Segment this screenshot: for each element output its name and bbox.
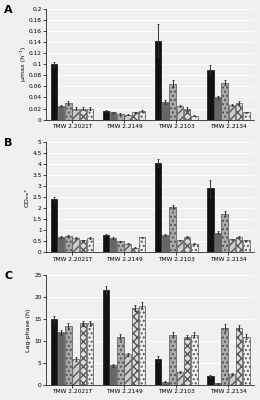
Bar	[191, 244, 198, 252]
Bar	[50, 64, 57, 120]
Bar	[191, 334, 198, 385]
Bar	[132, 248, 138, 252]
Bar	[169, 334, 176, 385]
Bar	[229, 105, 235, 120]
Text: C: C	[4, 270, 12, 280]
Bar	[65, 236, 72, 252]
Bar	[243, 240, 250, 252]
Bar	[236, 103, 243, 120]
Bar	[132, 308, 138, 385]
Bar	[139, 237, 145, 252]
Bar	[184, 237, 190, 252]
Bar	[155, 163, 161, 252]
Y-axis label: μmax (h⁻¹): μmax (h⁻¹)	[20, 47, 26, 82]
Bar	[207, 70, 213, 120]
Bar	[214, 98, 221, 120]
Bar	[87, 324, 93, 385]
Bar	[207, 376, 213, 385]
Bar	[103, 290, 109, 385]
Bar	[58, 332, 64, 385]
Bar	[125, 354, 131, 385]
Bar	[50, 319, 57, 385]
Text: A: A	[4, 5, 13, 15]
Bar	[65, 326, 72, 385]
Bar	[243, 112, 250, 120]
Bar	[139, 111, 145, 120]
Bar	[222, 82, 228, 120]
Bar	[132, 112, 138, 120]
Bar	[58, 237, 64, 252]
Bar	[58, 106, 64, 120]
Y-axis label: Lag-phase (h): Lag-phase (h)	[27, 308, 31, 352]
Bar	[184, 337, 190, 385]
Bar	[169, 84, 176, 120]
Bar	[191, 116, 198, 120]
Bar	[214, 383, 221, 385]
Bar	[117, 337, 124, 385]
Bar	[87, 238, 93, 252]
Bar	[214, 232, 221, 252]
Bar	[80, 108, 86, 120]
Bar	[177, 240, 183, 252]
Bar	[103, 111, 109, 120]
Bar	[177, 372, 183, 385]
Bar	[110, 112, 116, 120]
Bar	[80, 324, 86, 385]
Bar	[80, 240, 86, 252]
Bar	[184, 108, 190, 120]
Bar	[222, 214, 228, 252]
Bar	[72, 108, 79, 120]
Bar	[139, 306, 145, 385]
Bar	[236, 328, 243, 385]
Bar	[236, 237, 243, 252]
Bar	[110, 238, 116, 252]
Bar	[117, 241, 124, 252]
Bar	[117, 114, 124, 120]
Bar	[125, 114, 131, 120]
Bar	[50, 200, 57, 252]
Bar	[162, 235, 169, 252]
Bar	[162, 382, 169, 385]
Y-axis label: ODₘₐˣ: ODₘₐˣ	[24, 188, 30, 207]
Bar	[243, 337, 250, 385]
Bar	[155, 41, 161, 120]
Bar	[103, 235, 109, 252]
Bar	[125, 244, 131, 252]
Bar	[207, 188, 213, 252]
Bar	[222, 328, 228, 385]
Bar	[169, 207, 176, 252]
Bar	[65, 103, 72, 120]
Bar	[229, 374, 235, 385]
Bar	[72, 238, 79, 252]
Bar	[162, 102, 169, 120]
Bar	[177, 106, 183, 120]
Bar	[87, 108, 93, 120]
Bar	[110, 366, 116, 385]
Bar	[155, 359, 161, 385]
Text: B: B	[4, 138, 12, 148]
Bar	[229, 239, 235, 252]
Bar	[72, 359, 79, 385]
